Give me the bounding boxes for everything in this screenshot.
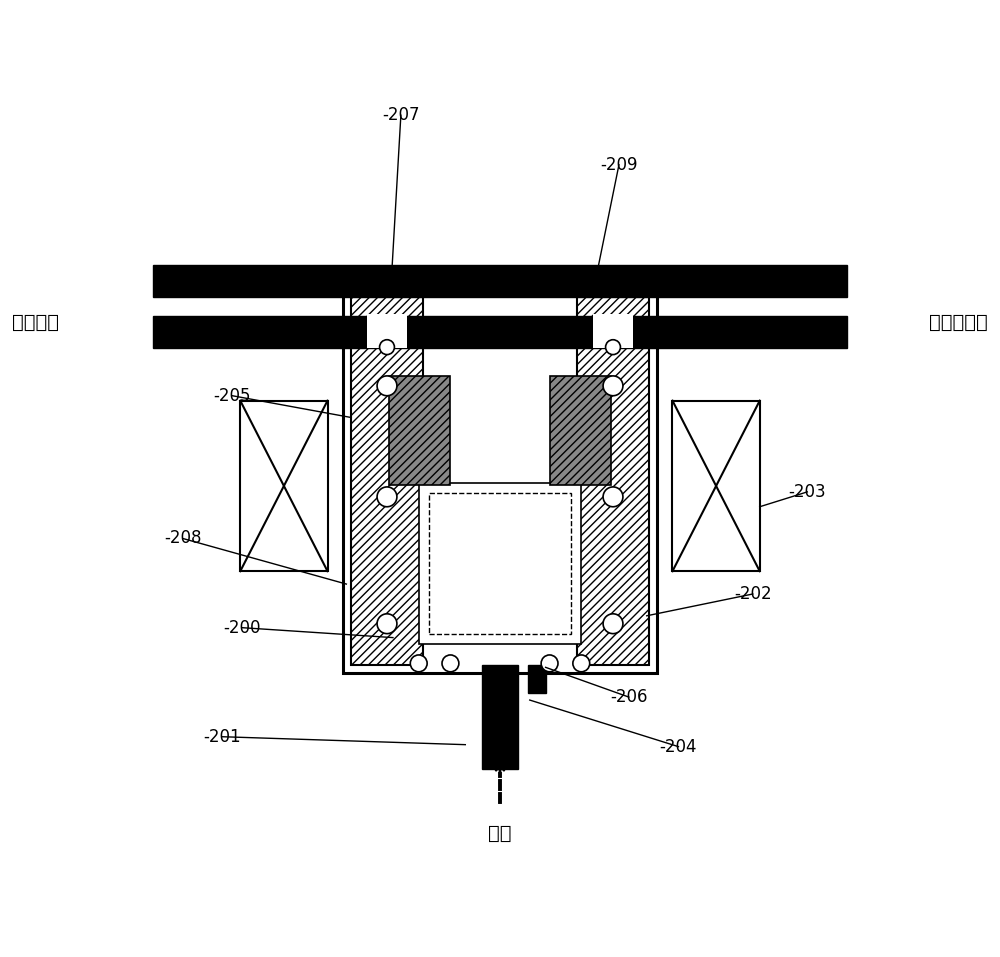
Bar: [153, 297, 847, 317]
Text: -207: -207: [382, 106, 420, 124]
Text: 液气混合物: 液气混合物: [929, 313, 988, 332]
Circle shape: [603, 613, 623, 634]
Circle shape: [410, 655, 427, 672]
Bar: [389, 376, 450, 485]
Circle shape: [573, 655, 590, 672]
Circle shape: [541, 655, 558, 672]
Text: -200: -200: [224, 618, 261, 636]
Bar: [423, 297, 577, 665]
Circle shape: [377, 376, 397, 396]
Circle shape: [603, 376, 623, 396]
Text: -206: -206: [610, 688, 648, 706]
Text: -203: -203: [788, 483, 826, 501]
Text: -209: -209: [600, 156, 638, 174]
Bar: [153, 317, 847, 348]
Circle shape: [380, 340, 394, 355]
Text: 液体: 液体: [488, 824, 512, 843]
Bar: [593, 315, 633, 348]
Bar: [153, 265, 847, 297]
Circle shape: [377, 613, 397, 634]
Circle shape: [377, 487, 397, 507]
Text: -201: -201: [204, 727, 241, 746]
Circle shape: [606, 340, 620, 355]
Text: -205: -205: [214, 387, 251, 405]
Bar: [550, 376, 611, 485]
Text: -204: -204: [660, 738, 697, 756]
Text: 压缩空气: 压缩空气: [12, 313, 59, 332]
Bar: [672, 401, 760, 571]
Bar: [419, 483, 581, 643]
Text: -208: -208: [164, 529, 202, 547]
Bar: [429, 493, 571, 634]
Bar: [577, 297, 649, 665]
Circle shape: [603, 487, 623, 507]
Bar: [367, 315, 407, 348]
Bar: [343, 289, 657, 674]
Bar: [240, 401, 328, 571]
Text: -202: -202: [734, 585, 772, 603]
Bar: [528, 665, 546, 693]
Bar: [482, 665, 518, 769]
Circle shape: [442, 655, 459, 672]
Bar: [351, 297, 423, 665]
